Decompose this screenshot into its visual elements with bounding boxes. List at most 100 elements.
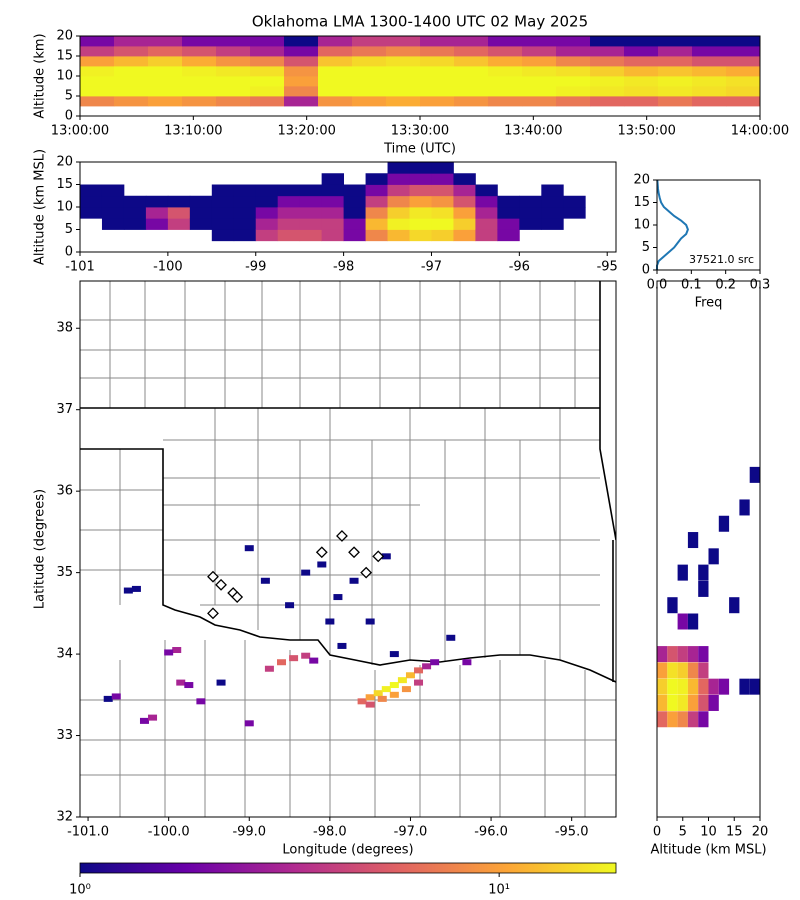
density-cell — [453, 218, 476, 230]
density-cell — [211, 184, 235, 197]
density-cell — [182, 86, 217, 97]
density-cell — [488, 96, 523, 107]
density-cell — [255, 207, 279, 219]
density-cell — [145, 195, 169, 208]
density-cell — [277, 195, 301, 208]
source-cell — [309, 657, 319, 664]
density-cell — [522, 56, 557, 67]
density-cell — [726, 86, 761, 97]
density-cell — [454, 76, 489, 87]
x-tick-label: -101 — [65, 260, 95, 275]
y-tick-label: 5 — [642, 240, 650, 255]
density-cell — [726, 66, 761, 77]
density-cell — [216, 46, 251, 57]
source-cell — [244, 545, 254, 552]
density-cell — [182, 96, 217, 107]
y-tick-label: 10 — [633, 218, 650, 233]
density-cell — [658, 66, 693, 77]
x-tick-label: 0.2 — [715, 278, 736, 293]
source-cell — [657, 662, 668, 679]
x-tick-label: -95.0 — [555, 825, 589, 840]
density-cell — [497, 207, 520, 219]
density-cell — [475, 229, 498, 242]
density-cell — [277, 229, 301, 242]
density-cell — [590, 56, 625, 67]
density-cell — [216, 66, 251, 77]
density-cell — [497, 218, 520, 230]
source-cell — [111, 693, 121, 700]
density-cell — [541, 195, 564, 208]
x-tick-label: -97 — [421, 260, 442, 275]
source-cell — [349, 577, 359, 584]
density-cell — [123, 218, 147, 230]
density-cell — [488, 86, 523, 97]
density-cell — [233, 184, 257, 197]
density-cell — [299, 195, 323, 208]
density-cell — [182, 66, 217, 77]
density-cell — [409, 229, 432, 242]
station — [336, 530, 348, 542]
density-cell — [318, 76, 353, 87]
density-cell — [318, 36, 353, 47]
source-cell — [389, 682, 399, 689]
source-cell — [708, 548, 719, 565]
density-cell — [454, 96, 489, 107]
density-cell — [420, 86, 455, 97]
y-tick-label: 20 — [633, 173, 650, 188]
density-cell — [726, 56, 761, 67]
source-cell — [677, 662, 688, 679]
density-cell — [255, 195, 279, 208]
annotation: 37521.0 src — [689, 253, 754, 266]
density-cell — [284, 46, 319, 57]
colorbar — [79, 862, 617, 874]
x-tick-label: -96.0 — [474, 825, 508, 840]
density-cell — [387, 229, 410, 242]
x-tick-label: 13:00:00 — [51, 124, 109, 139]
density-cell — [233, 195, 257, 208]
density-cell — [658, 46, 693, 57]
density-cell — [386, 36, 421, 47]
density-cell — [189, 218, 213, 230]
density-cell — [692, 56, 727, 67]
density-cell — [216, 36, 251, 47]
density-cell — [692, 96, 727, 107]
density-cell — [211, 218, 235, 230]
density-cell — [250, 96, 285, 107]
source-cell — [148, 714, 158, 721]
density-cell — [284, 96, 319, 107]
source-cell — [389, 651, 399, 658]
x-tick-label: 13:20:00 — [277, 124, 335, 139]
density-cell — [80, 76, 115, 87]
density-cell — [167, 218, 191, 230]
source-cell — [677, 711, 688, 728]
source-cell — [667, 678, 678, 695]
density-cell — [343, 184, 366, 197]
density-cell — [250, 66, 285, 77]
x-tick-label: 13:40:00 — [504, 124, 562, 139]
density-cell — [284, 56, 319, 67]
density-cell — [387, 162, 410, 174]
source-cell — [317, 561, 327, 568]
density-cell — [233, 218, 257, 230]
source-cell — [184, 682, 194, 689]
density-cell — [475, 184, 498, 197]
y-tick-label: 15 — [56, 49, 73, 64]
density-cell — [216, 86, 251, 97]
density-cell — [519, 195, 542, 208]
density-cell — [431, 184, 454, 197]
source-cell — [667, 662, 678, 679]
y-axis-label: Latitude (degrees) — [33, 489, 48, 609]
source-cell — [677, 613, 688, 630]
density-cell — [590, 36, 625, 47]
density-cell — [692, 46, 727, 57]
density-cell — [182, 46, 217, 57]
density-cell — [726, 46, 761, 57]
station — [348, 546, 360, 559]
density-cell — [101, 218, 125, 230]
density-cell — [453, 229, 476, 242]
density-cell — [431, 229, 454, 242]
density-cell — [80, 96, 115, 107]
source-cell — [677, 564, 688, 581]
source-cell — [657, 678, 668, 695]
density-cell — [277, 184, 301, 197]
